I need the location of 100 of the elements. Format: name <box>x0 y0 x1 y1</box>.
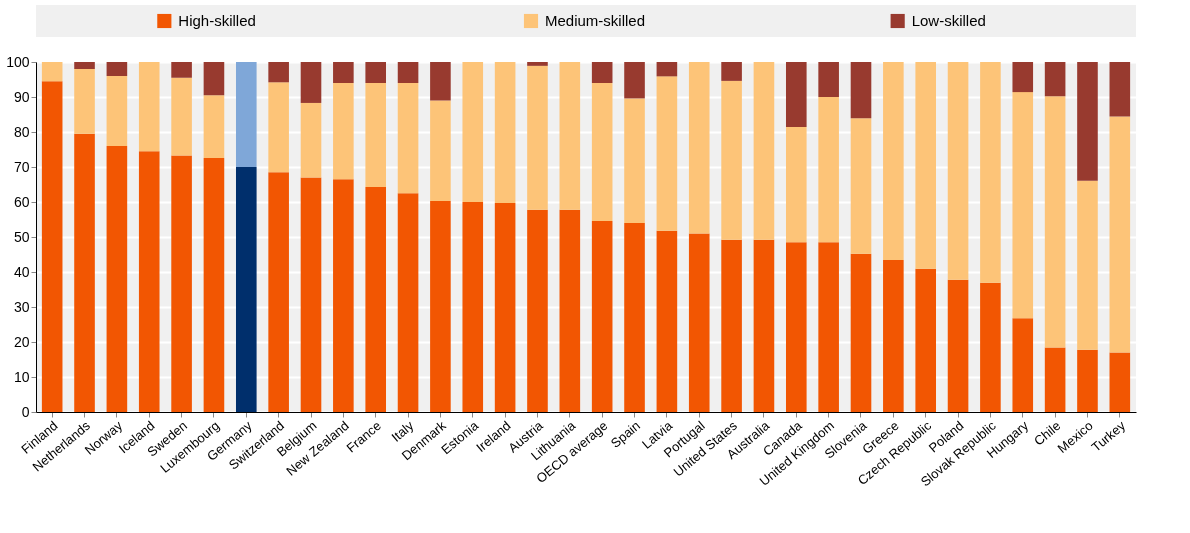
bar <box>818 242 839 412</box>
bar <box>365 186 387 412</box>
bar <box>268 172 289 412</box>
bar <box>171 77 192 156</box>
bar <box>1044 96 1066 348</box>
bar <box>1109 116 1131 353</box>
bar <box>300 62 322 103</box>
bar <box>1109 352 1131 412</box>
bar <box>591 62 613 83</box>
bar <box>203 157 225 412</box>
bar <box>106 62 128 76</box>
bar <box>138 62 160 152</box>
bar <box>397 193 419 412</box>
bar <box>656 76 678 231</box>
bar <box>591 220 613 412</box>
legend-label: Low-skilled <box>911 12 986 29</box>
bar <box>980 282 1001 412</box>
bar <box>74 62 95 69</box>
bar <box>300 177 322 412</box>
bar <box>300 102 322 178</box>
bar <box>559 209 581 412</box>
bar <box>850 62 872 119</box>
bar <box>1044 62 1066 97</box>
bar <box>333 179 354 412</box>
bar <box>430 200 451 412</box>
bar <box>753 239 775 412</box>
bar <box>785 127 807 243</box>
y-tick-label: 50 <box>13 228 30 245</box>
bar <box>721 62 742 81</box>
y-tick-label: 20 <box>13 333 30 350</box>
bar <box>365 83 387 187</box>
bar <box>171 155 192 412</box>
bar <box>171 62 192 78</box>
bar <box>1012 92 1034 319</box>
bar <box>818 62 839 97</box>
bar <box>203 62 225 96</box>
bar <box>1012 62 1034 93</box>
bar <box>333 62 354 83</box>
bar <box>688 62 710 234</box>
bar <box>559 62 581 210</box>
bar <box>753 62 775 240</box>
bar <box>462 62 484 202</box>
bar <box>365 62 387 83</box>
bar <box>235 62 257 167</box>
bar <box>656 62 678 77</box>
bar <box>430 62 451 101</box>
bar <box>915 268 937 412</box>
bar <box>1077 180 1098 350</box>
bar <box>818 97 839 243</box>
bar <box>268 82 289 173</box>
bar <box>721 239 742 412</box>
y-tick-label: 70 <box>13 158 30 175</box>
bar <box>430 100 451 201</box>
bar <box>106 76 128 146</box>
bar <box>527 62 548 66</box>
bar <box>494 62 516 204</box>
bar <box>1077 349 1098 412</box>
y-tick-label: 10 <box>13 368 30 385</box>
bar <box>397 83 419 194</box>
bar <box>688 233 710 412</box>
bar <box>527 65 548 210</box>
bar <box>462 202 484 412</box>
bar <box>74 69 95 134</box>
bar <box>1044 347 1066 412</box>
bar <box>850 253 872 412</box>
bar <box>785 242 807 412</box>
y-tick-label: 80 <box>13 123 30 140</box>
bar <box>106 146 128 412</box>
bar <box>41 81 63 412</box>
bar <box>591 83 613 221</box>
bar <box>915 62 937 269</box>
bar <box>235 167 257 412</box>
bar <box>74 133 95 412</box>
bar <box>980 62 1001 283</box>
bar <box>721 80 742 240</box>
bar <box>624 223 645 412</box>
y-tick-label: 40 <box>13 263 30 280</box>
bar <box>1109 62 1131 117</box>
bar <box>785 62 807 128</box>
bar <box>333 83 354 180</box>
bar <box>883 260 904 412</box>
bar <box>527 209 548 412</box>
y-tick-label: 30 <box>13 298 30 315</box>
bar <box>850 118 872 254</box>
bar <box>624 98 645 223</box>
bar <box>947 279 969 412</box>
y-tick-label: 0 <box>21 403 30 420</box>
y-tick-label: 60 <box>13 193 30 210</box>
bar <box>624 62 645 99</box>
y-tick-label: 90 <box>13 88 30 105</box>
legend-label: High-skilled <box>178 12 256 29</box>
bar <box>1012 318 1034 412</box>
bar <box>1077 62 1098 181</box>
bar <box>494 203 516 412</box>
bar <box>268 62 289 83</box>
bar <box>41 62 63 82</box>
bar <box>138 151 160 412</box>
bar <box>397 62 419 83</box>
bar <box>883 62 904 261</box>
bar <box>947 62 969 280</box>
